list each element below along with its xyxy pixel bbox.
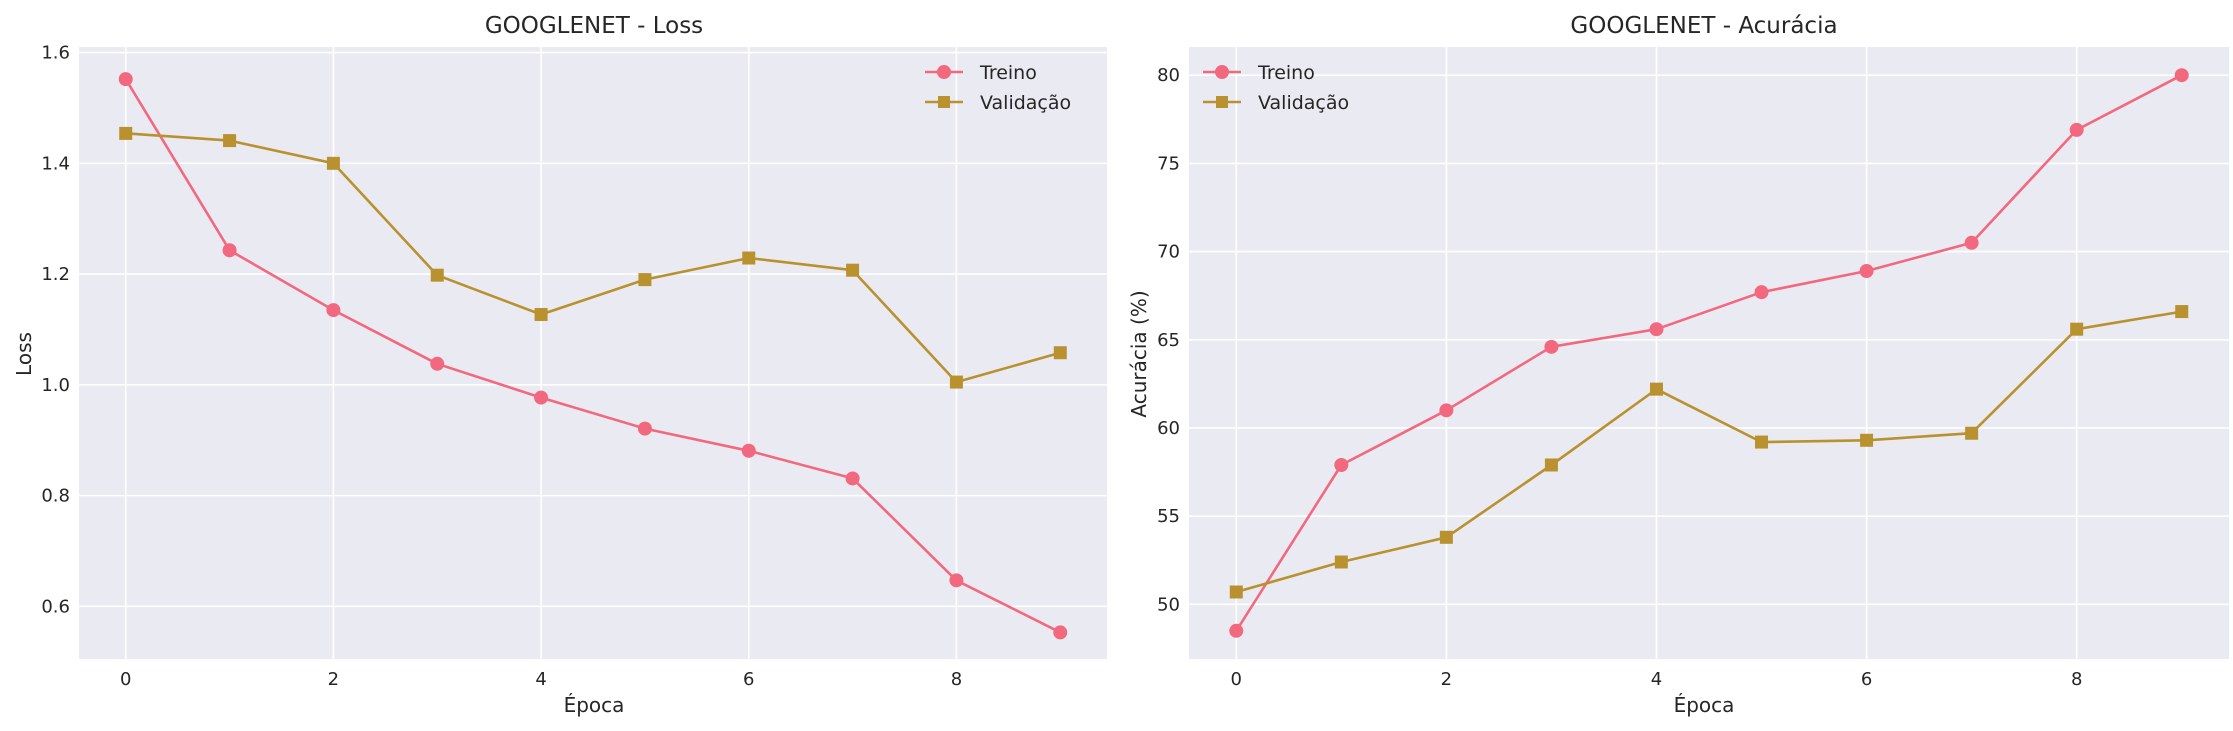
accuracy-point-treino: [1229, 623, 1244, 638]
loss-point-validacao: [430, 268, 444, 282]
accuracy-point-validacao: [1965, 426, 1979, 440]
loss-point-validacao: [534, 308, 548, 322]
loss-plot-background: [79, 47, 1107, 659]
accuracy-line-treino: [1235, 74, 2183, 632]
accuracy-point-validacao: [1649, 382, 1663, 396]
loss-chart-title: GOOGLENET - Loss: [485, 13, 703, 39]
loss-x-tick-label: 2: [328, 669, 339, 690]
accuracy-x-tick-label: 0: [1231, 669, 1242, 690]
accuracy-y-tick-label: 80: [1157, 65, 1180, 86]
accuracy-x-axis-label: Época: [1674, 693, 1735, 717]
accuracy-point-treino: [1439, 403, 1454, 418]
accuracy-x-tick-label: 8: [2071, 669, 2082, 690]
accuracy-point-validacao: [1544, 458, 1558, 472]
loss-legend-label-treino: Treino: [979, 62, 1037, 84]
accuracy-point-treino: [1754, 285, 1769, 300]
accuracy-series-validacao: [1229, 305, 2189, 599]
loss-point-treino: [949, 573, 964, 588]
loss-point-validacao: [119, 126, 133, 140]
accuracy-x-tick-label: 6: [1861, 669, 1872, 690]
loss-point-validacao: [1053, 346, 1067, 360]
loss-y-tick-label: 1.6: [41, 43, 70, 64]
loss-x-axis-label: Época: [564, 693, 625, 717]
loss-line-treino: [124, 78, 1061, 634]
loss-point-treino: [222, 243, 237, 258]
accuracy-point-treino: [1649, 322, 1664, 337]
loss-x-tick-label: 6: [743, 669, 754, 690]
accuracy-point-validacao: [2070, 322, 2084, 336]
loss-point-treino: [637, 421, 652, 436]
accuracy-point-validacao: [1229, 585, 1243, 599]
accuracy-legend-label-treino: Treino: [1257, 62, 1315, 84]
accuracy-y-tick-label: 55: [1157, 506, 1180, 527]
loss-x-tick-label: 8: [951, 669, 962, 690]
loss-point-treino: [118, 72, 133, 87]
loss-y-tick-label: 1.4: [41, 153, 70, 174]
loss-point-validacao: [326, 156, 340, 170]
accuracy-x-tick-label: 4: [1651, 669, 1662, 690]
accuracy-chart-panel: GOOGLENET - Acurácia Época Acurácia (%) …: [1127, 13, 2229, 717]
loss-point-validacao: [638, 273, 652, 287]
loss-point-validacao: [223, 134, 237, 148]
accuracy-point-validacao: [2175, 305, 2189, 319]
accuracy-point-treino: [1544, 339, 1559, 354]
accuracy-plot-area: 50 55 60 65 70 75 80 0 2 4 6 8 Treino Validação: [1157, 47, 2229, 690]
loss-series-validacao: [119, 126, 1067, 389]
accuracy-point-treino: [1859, 263, 1874, 278]
accuracy-point-treino: [2174, 68, 2189, 83]
loss-legend-label-validacao: Validação: [980, 92, 1071, 114]
accuracy-point-validacao: [1860, 433, 1874, 447]
accuracy-y-axis-label: Acurácia (%): [1127, 290, 1151, 417]
loss-point-treino: [1053, 625, 1068, 640]
accuracy-series-treino: [1229, 68, 2189, 638]
accuracy-point-treino: [1334, 457, 1349, 472]
loss-y-tick-label: 1.0: [41, 375, 70, 396]
loss-x-tick-label: 0: [120, 669, 131, 690]
accuracy-legend-label-validacao: Validação: [1258, 92, 1349, 114]
loss-point-treino: [845, 471, 860, 486]
accuracy-legend: Treino Validação: [1203, 62, 1349, 114]
accuracy-y-tick-label: 50: [1157, 594, 1180, 615]
loss-legend-marker-treino: [937, 65, 951, 79]
loss-chart-panel: GOOGLENET - Loss Época Loss 0.6 0.8 1.0 1.2…: [12, 13, 1107, 717]
loss-point-validacao: [949, 375, 963, 389]
loss-point-validacao: [846, 263, 860, 277]
accuracy-y-tick-label: 65: [1157, 330, 1180, 351]
loss-y-axis-label: Loss: [12, 332, 36, 376]
accuracy-y-tick-label: 75: [1157, 153, 1180, 174]
accuracy-legend-marker-validacao: [1216, 96, 1228, 108]
loss-legend: Treino Validação: [925, 62, 1071, 114]
accuracy-line-validacao: [1235, 310, 2182, 594]
accuracy-chart-title: GOOGLENET - Acurácia: [1570, 13, 1837, 39]
loss-point-validacao: [742, 251, 756, 265]
accuracy-point-treino: [2069, 122, 2084, 137]
accuracy-y-tick-label: 60: [1157, 418, 1180, 439]
accuracy-point-validacao: [1439, 530, 1453, 544]
loss-series-treino: [118, 72, 1068, 640]
loss-legend-marker-validacao: [938, 96, 950, 108]
loss-x-tick-label: 4: [535, 669, 546, 690]
loss-point-treino: [326, 303, 341, 318]
loss-y-tick-label: 0.6: [41, 596, 70, 617]
accuracy-legend-marker-treino: [1215, 65, 1229, 79]
accuracy-x-tick-label: 2: [1441, 669, 1452, 690]
accuracy-point-validacao: [1755, 435, 1769, 449]
accuracy-point-treino: [1964, 235, 1979, 250]
accuracy-point-validacao: [1334, 555, 1348, 569]
loss-y-tick-label: 1.2: [41, 264, 70, 285]
loss-plot-area: 0.6 0.8 1.0 1.2 1.4 1.6 0 2 4 6 8 Treino Validação: [41, 43, 1107, 690]
loss-line-validacao: [125, 132, 1061, 384]
accuracy-y-tick-label: 70: [1157, 242, 1180, 263]
loss-point-treino: [430, 356, 445, 371]
loss-y-tick-label: 0.8: [41, 486, 70, 507]
loss-point-treino: [534, 390, 549, 405]
loss-point-treino: [741, 443, 756, 458]
